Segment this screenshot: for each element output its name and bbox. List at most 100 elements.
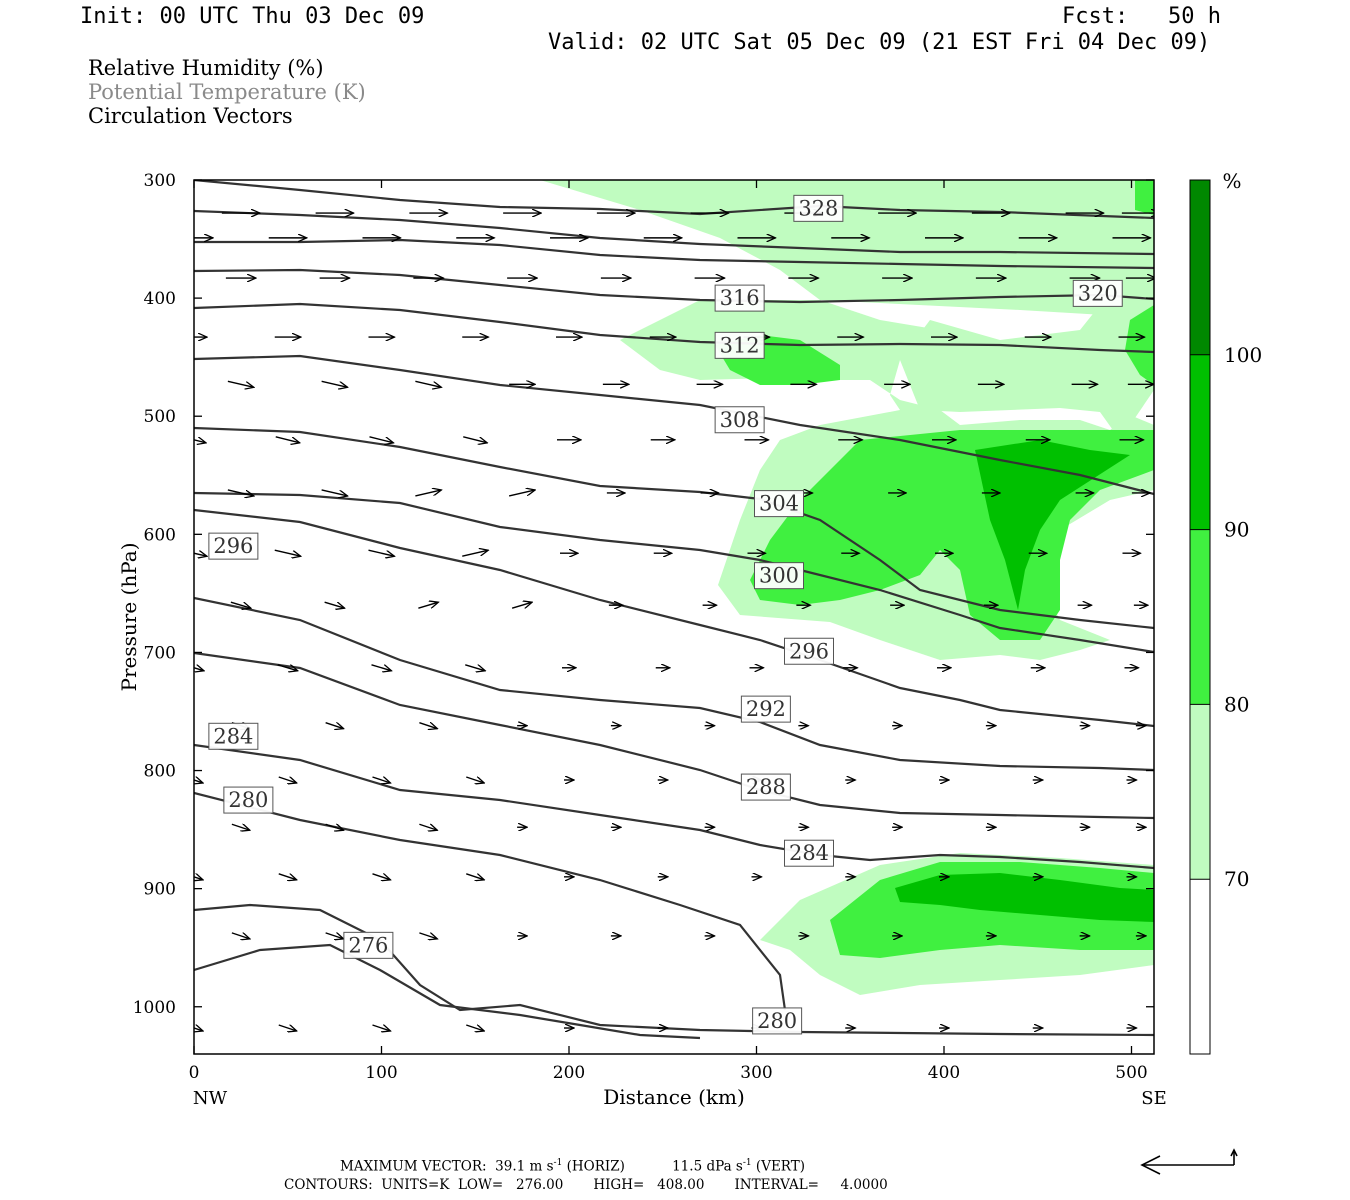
rh-70-region-upper [540, 180, 1154, 440]
theta-label: 284 [789, 841, 829, 865]
rh-80-corner [1135, 180, 1154, 215]
colorbar-band [1190, 879, 1210, 1054]
x-tick-label: 500 [1115, 1063, 1147, 1083]
valid-time: Valid: 02 UTC Sat 05 Dec 09 (21 EST Fri … [548, 30, 1211, 55]
theta-contour [194, 903, 1154, 1037]
theta-label: 308 [720, 408, 760, 432]
circulation-vector-arrow [466, 1024, 484, 1031]
circulation-vector-arrow [321, 380, 348, 387]
y-axis-ticks: 300 400 500 600 700 800 900 1000 [133, 171, 1154, 1018]
theta-label: 300 [759, 564, 799, 588]
theta-label-box [208, 722, 259, 750]
theta-contour [194, 651, 1154, 820]
circulation-vector-arrow [227, 380, 254, 387]
rh-90-region-low [895, 873, 1154, 922]
x-axis-end-right: SE [1141, 1088, 1166, 1109]
y-tick-label: 600 [144, 525, 176, 545]
circulation-vector-arrow [368, 549, 395, 556]
rh-90-region-mid [975, 440, 1130, 610]
vert-unit-exponent: -1 [742, 1158, 752, 1168]
colorbar-unit: % [1222, 169, 1241, 193]
theta-label-box [752, 1007, 803, 1035]
x-tick-label: 400 [928, 1063, 960, 1083]
y-tick-label: 1000 [133, 998, 176, 1018]
theta-label: 280 [228, 788, 268, 812]
circulation-vectors [194, 213, 1154, 1031]
circulation-vector-arrow [275, 436, 300, 443]
circulation-vector-arrow [419, 721, 437, 729]
colorbar-level-label: 100 [1224, 343, 1262, 367]
reference-vector [1140, 1148, 1238, 1175]
circulation-vector-arrow [465, 664, 485, 671]
theta-label-box [754, 562, 804, 590]
theta-label-box [714, 331, 765, 359]
theta-label: 276 [348, 933, 388, 957]
theta-contour [194, 791, 787, 1011]
field-theta-label: Potential Temperature (K) [88, 80, 366, 104]
circulation-vector-arrow [415, 380, 441, 387]
circulation-vector-arrow [369, 436, 394, 443]
max-vector-label: MAXIMUM VECTOR: [340, 1158, 487, 1175]
x-tick-label: 200 [553, 1063, 585, 1083]
theta-contour [194, 209, 1154, 256]
circulation-vector-arrow [372, 873, 391, 880]
theta-label-box [754, 490, 804, 518]
circulation-vector-arrow [463, 436, 487, 443]
theta-label: 312 [720, 333, 760, 357]
circulation-vector-arrow [466, 873, 484, 880]
vert-unit: (VERT) [755, 1158, 805, 1175]
circulation-vector-arrow [278, 873, 297, 880]
theta-contour [194, 491, 1154, 654]
x-tick-label: 0 [189, 1063, 200, 1083]
field-vectors-label: Circulation Vectors [88, 104, 293, 128]
theta-contour [194, 596, 1154, 772]
circulation-vector-arrow [371, 664, 392, 671]
horiz-unit-exponent: -1 [553, 1158, 563, 1168]
theta-label-box [223, 786, 274, 814]
theta-label-box [208, 532, 259, 560]
colorbar-band [1190, 704, 1210, 880]
theta-label-box [714, 406, 765, 434]
circulation-vector-arrow [278, 1024, 297, 1031]
theta-contour [194, 180, 1154, 220]
y-tick-label: 800 [144, 762, 176, 782]
circulation-vector-arrow [194, 437, 206, 443]
theta-label-box [1072, 279, 1123, 307]
circulation-vector-arrow [462, 550, 488, 557]
theta-label-box [740, 773, 791, 801]
circulation-vector-arrow [194, 665, 204, 671]
circulation-vector-arrow [419, 823, 437, 830]
horiz-max-value: 39.1 m s [495, 1158, 554, 1175]
forecast-hour: Fcst: 50 h [1062, 4, 1221, 29]
theta-label: 296 [789, 639, 829, 663]
theta-contour [194, 302, 1154, 354]
circulation-vector-arrow [274, 549, 301, 556]
circulation-vector-arrow [277, 664, 298, 671]
y-axis-label: Pressure (hPa) [117, 543, 141, 692]
potential-temperature-contours [194, 180, 1154, 1040]
theta-contour [194, 508, 1154, 728]
theta-label: 288 [746, 775, 786, 799]
circulation-vector-arrow [419, 932, 437, 939]
circulation-vector-arrow [372, 776, 391, 783]
theta-contour [194, 268, 1154, 304]
circulation-vector-arrow [324, 601, 345, 608]
theta-contour [194, 354, 1154, 496]
x-axis-end-left: NW [193, 1088, 228, 1109]
circulation-vector-arrow [321, 489, 348, 496]
y-tick-label: 400 [144, 289, 176, 309]
theta-contour [194, 943, 701, 1040]
contours-info: CONTOURS: UNITS=K LOW= 276.00 HIGH= 408.… [284, 1177, 888, 1193]
circulation-vector-arrow [194, 1025, 203, 1031]
y-tick-label: 700 [144, 643, 176, 663]
theta-label: 292 [746, 697, 786, 721]
plot-frame [193, 179, 1155, 1055]
theta-contour [194, 743, 1154, 870]
theta-label: 284 [213, 724, 253, 748]
circulation-vector-arrow [511, 602, 532, 609]
field-rh-label: Relative Humidity (%) [88, 56, 324, 80]
x-axis-label: Distance (km) [603, 1085, 745, 1109]
circulation-vector-arrow [231, 932, 250, 939]
colorbar-band [1190, 529, 1210, 705]
colorbar-level-label: 70 [1224, 867, 1249, 891]
